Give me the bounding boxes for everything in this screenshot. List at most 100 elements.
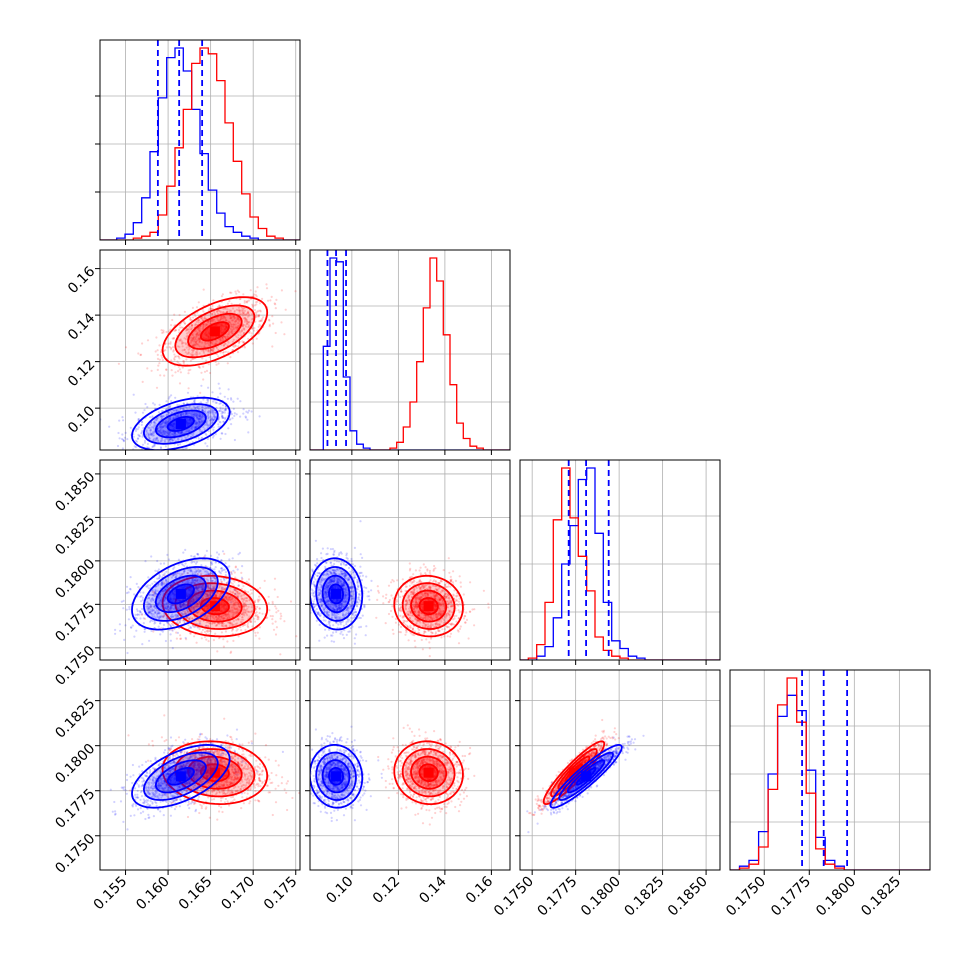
- scatter-point: [183, 310, 186, 313]
- scatter-point: [203, 345, 206, 348]
- scatter-point: [128, 608, 131, 611]
- scatter-point: [193, 400, 196, 403]
- scatter-point: [220, 339, 223, 342]
- scatter-point: [418, 569, 421, 572]
- scatter-point: [170, 400, 173, 403]
- scatter-point: [200, 637, 203, 640]
- scatter-point: [144, 433, 147, 436]
- scatter-point: [231, 349, 234, 352]
- scatter-point: [217, 409, 221, 413]
- scatter-point: [226, 595, 229, 598]
- scatter-point: [179, 412, 182, 415]
- scatter-point: [139, 458, 141, 460]
- scatter-point: [197, 589, 201, 592]
- scatter-point: [193, 340, 196, 343]
- scatter-point: [226, 302, 229, 305]
- scatter-point: [116, 452, 118, 454]
- scatter-point: [171, 411, 174, 414]
- scatter-point: [487, 606, 490, 609]
- scatter-point: [246, 315, 249, 318]
- scatter-point: [188, 406, 191, 409]
- scatter-point: [173, 431, 176, 434]
- scatter-point: [229, 418, 232, 421]
- scatter-point: [205, 638, 208, 641]
- scatter-point: [213, 576, 217, 580]
- scatter-point: [228, 609, 231, 613]
- scatter-point: [214, 632, 217, 635]
- scatter-point: [159, 415, 162, 418]
- scatter-point: [166, 553, 169, 557]
- scatter-point: [218, 305, 221, 308]
- scatter-point: [188, 328, 191, 331]
- scatter-point: [198, 340, 202, 343]
- scatter-point: [212, 616, 215, 619]
- scatter-point: [242, 313, 245, 316]
- scatter-point: [187, 331, 190, 334]
- scatter-point: [189, 353, 192, 356]
- scatter-point: [170, 437, 173, 441]
- scatter-point: [211, 349, 214, 352]
- scatter-point: [195, 641, 198, 644]
- scatter-point: [162, 425, 165, 429]
- scatter-point: [195, 602, 198, 605]
- scatter-point: [237, 342, 241, 345]
- scatter-point: [237, 317, 240, 320]
- scatter-point: [117, 362, 120, 365]
- scatter-point: [243, 346, 246, 349]
- scatter-point: [124, 431, 127, 434]
- scatter-point: [205, 406, 208, 409]
- scatter-point: [137, 352, 140, 355]
- scatter-point: [177, 355, 180, 358]
- scatter-point: [169, 418, 172, 421]
- scatter-point: [235, 318, 238, 321]
- scatter-point: [121, 416, 124, 419]
- scatter-point: [205, 323, 209, 326]
- scatter-point: [248, 593, 251, 596]
- scatter-point: [147, 576, 150, 579]
- scatter-point: [217, 355, 220, 358]
- scatter-point: [222, 307, 225, 311]
- scatter-point: [240, 618, 243, 621]
- scatter-point: [206, 445, 209, 448]
- scatter-point: [210, 320, 213, 323]
- scatter-point: [257, 325, 260, 328]
- scatter-point: [202, 584, 205, 587]
- scatter-point: [241, 312, 244, 315]
- scatter-point: [259, 302, 262, 305]
- scatter-point: [237, 604, 241, 608]
- scatter-point: [178, 339, 181, 342]
- scatter-point: [126, 651, 129, 655]
- scatter-point: [172, 409, 176, 412]
- scatter-point: [119, 455, 121, 457]
- scatter-point: [247, 431, 250, 434]
- scatter-point: [252, 293, 255, 296]
- scatter-point: [160, 329, 163, 332]
- scatter-point: [237, 553, 240, 556]
- scatter-point: [226, 335, 229, 338]
- scatter-point: [219, 319, 222, 322]
- scatter-point: [239, 625, 242, 629]
- scatter-point: [256, 300, 259, 303]
- scatter-point: [232, 314, 235, 317]
- scatter-point: [254, 614, 257, 618]
- scatter-point: [192, 624, 195, 628]
- scatter-point: [206, 586, 210, 589]
- scatter-point: [133, 445, 136, 448]
- scatter-point: [213, 595, 216, 598]
- scatter-point: [195, 587, 198, 590]
- scatter-point: [185, 413, 188, 416]
- scatter-point: [169, 438, 172, 441]
- scatter-point: [170, 359, 173, 362]
- scatter-point: [170, 411, 173, 414]
- scatter-point: [181, 619, 184, 622]
- scatter-point: [226, 640, 229, 643]
- scatter-point: [186, 616, 189, 619]
- scatter-point: [196, 581, 199, 584]
- scatter-point: [217, 312, 220, 315]
- scatter-point: [182, 412, 185, 415]
- scatter-point: [221, 415, 224, 418]
- scatter-point: [230, 571, 233, 574]
- scatter-point: [198, 601, 201, 604]
- scatter-point: [213, 415, 216, 418]
- scatter-point: [158, 344, 161, 347]
